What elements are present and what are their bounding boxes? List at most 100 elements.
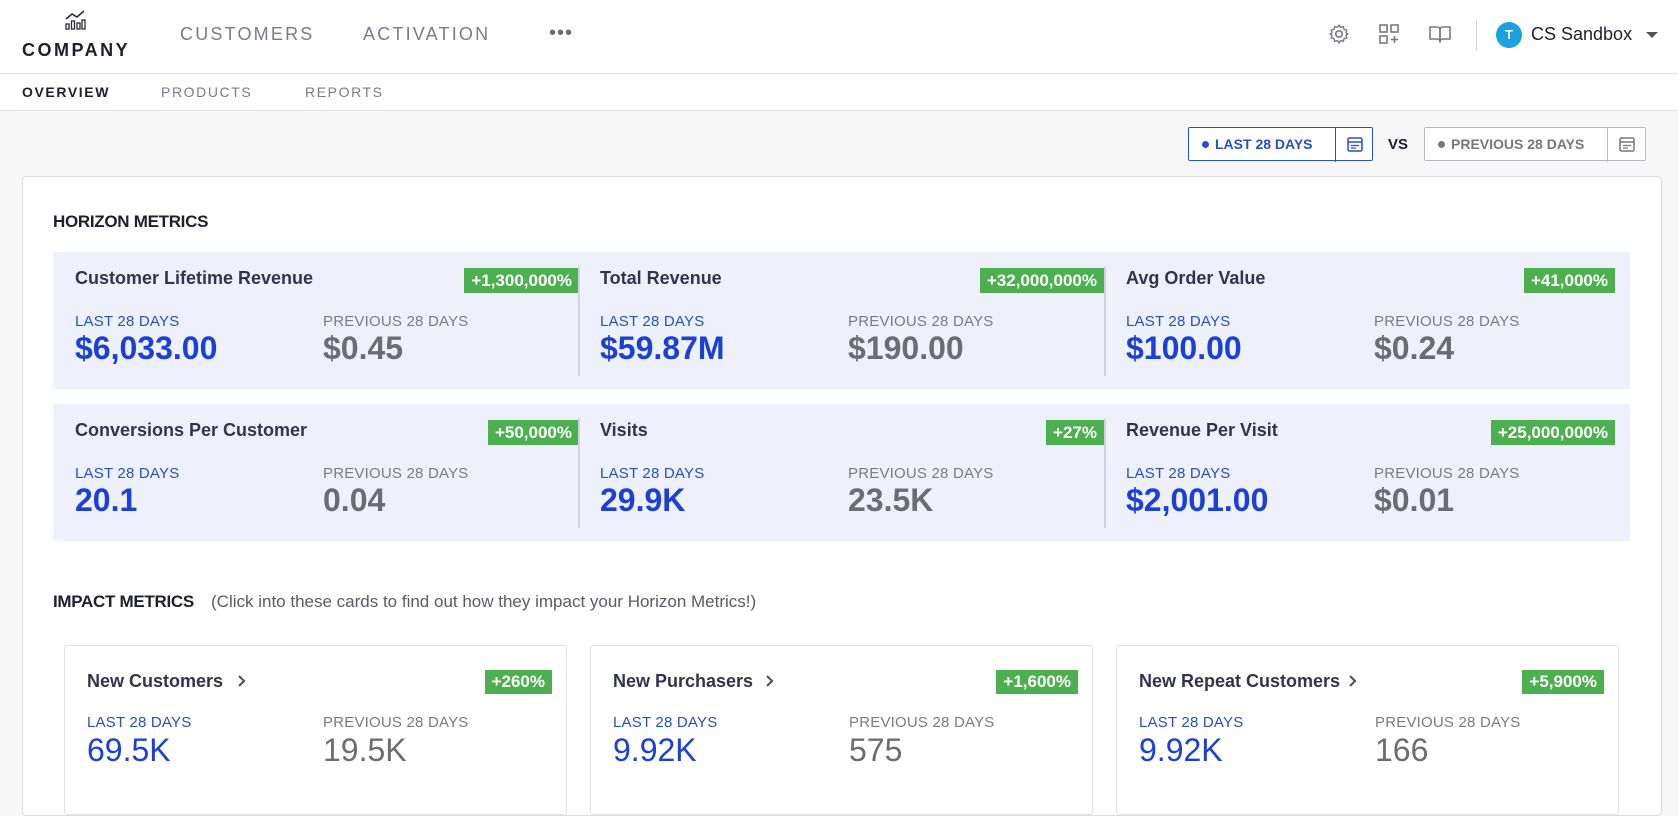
brand-name: COMPANY (22, 40, 131, 60)
metric-card: Conversions Per Customer +50,000% LAST 2… (53, 404, 579, 541)
chevron-right-icon (766, 675, 774, 687)
account-name: CS Sandbox (1531, 24, 1633, 44)
metric-card: Total Revenue +32,000,000% LAST 28 DAYS … (578, 252, 1104, 389)
current-period-label: LAST 28 DAYS (613, 714, 718, 731)
horizon-metrics-title: HORIZON METRICS (53, 212, 209, 231)
calendar-icon[interactable] (1608, 128, 1646, 162)
metric-name: Customer Lifetime Revenue (75, 268, 314, 288)
current-value: 9.92K (613, 732, 697, 768)
chevron-down-icon (1646, 32, 1658, 38)
previous-value: 166 (1375, 732, 1429, 768)
impact-card-new-customers[interactable]: New Customers +260% LAST 28 DAYS PREVIOU… (64, 645, 567, 815)
previous-value: 0.04 (323, 482, 386, 518)
comparison-date-range: PREVIOUS 28 DAYS (1424, 127, 1646, 162)
previous-period-label: PREVIOUS 28 DAYS (323, 465, 469, 482)
current-period-label: LAST 28 DAYS (75, 465, 180, 482)
previous-value: $0.24 (1374, 330, 1455, 366)
metric-name: New Repeat Customers (1139, 671, 1341, 691)
previous-period-label: PREVIOUS 28 DAYS (1375, 714, 1521, 731)
impact-metrics-hint: (Click into these cards to find out how … (211, 592, 757, 611)
previous-value: $0.45 (323, 330, 404, 366)
current-date-range-button[interactable]: LAST 28 DAYS (1189, 128, 1336, 162)
previous-period-label: PREVIOUS 28 DAYS (1374, 313, 1520, 330)
divider (1104, 418, 1106, 528)
metric-card: Visits +27% LAST 28 DAYS PREVIOUS 28 DAY… (578, 404, 1104, 541)
current-value: $59.87M (600, 330, 725, 366)
current-date-range: LAST 28 DAYS (1188, 127, 1374, 162)
previous-period-label: PREVIOUS 28 DAYS (1374, 465, 1520, 482)
previous-period-label: PREVIOUS 28 DAYS (323, 714, 469, 731)
metric-card: Customer Lifetime Revenue +1,300,000% LA… (53, 252, 579, 389)
metric-card: Avg Order Value +41,000% LAST 28 DAYS PR… (1104, 252, 1630, 389)
add-widget-icon[interactable] (1377, 22, 1401, 46)
current-value: 9.92K (1139, 732, 1223, 768)
chevron-right-icon (1349, 675, 1357, 687)
brand-logo[interactable]: COMPANY (22, 10, 132, 66)
series-dot-icon (1202, 141, 1209, 148)
previous-value: 575 (849, 732, 903, 768)
calendar-icon[interactable] (1336, 128, 1374, 162)
impact-metrics-title: IMPACT METRICS (53, 592, 194, 611)
chevron-right-icon (238, 675, 246, 687)
previous-value: 19.5K (323, 732, 407, 768)
previous-period-label: PREVIOUS 28 DAYS (848, 313, 994, 330)
nav-activation[interactable]: ACTIVATION (363, 24, 491, 44)
metric-name: Conversions Per Customer (75, 420, 308, 440)
previous-value: 23.5K (848, 482, 934, 518)
horizon-metrics-row: Conversions Per Customer +50,000% LAST 2… (53, 404, 1630, 541)
current-value: 29.9K (600, 482, 686, 518)
previous-period-label: PREVIOUS 28 DAYS (849, 714, 995, 731)
previous-value: $0.01 (1374, 482, 1455, 518)
change-badge: +41,000% (1523, 268, 1615, 293)
metric-name: New Customers (87, 671, 224, 691)
change-badge: +50,000% (487, 420, 579, 445)
gear-icon[interactable] (1327, 22, 1351, 46)
horizon-metrics-row: Customer Lifetime Revenue +1,300,000% LA… (53, 252, 1630, 389)
current-value: $100.00 (1126, 330, 1242, 366)
metric-name: Visits (600, 420, 648, 440)
current-value: 20.1 (75, 482, 138, 518)
top-navigation-bar: COMPANY CUSTOMERS ACTIVATION ••• T CS Sa… (0, 0, 1678, 74)
avatar: T (1496, 22, 1522, 48)
comparison-date-range-button[interactable]: PREVIOUS 28 DAYS (1425, 128, 1608, 162)
previous-period-label: PREVIOUS 28 DAYS (848, 465, 994, 482)
current-period-label: LAST 28 DAYS (600, 465, 705, 482)
change-badge: +27% (1046, 420, 1104, 445)
current-period-label: LAST 28 DAYS (87, 714, 192, 731)
series-dot-icon (1438, 141, 1445, 148)
impact-card-new-purchasers[interactable]: New Purchasers +1,600% LAST 28 DAYS PREV… (590, 645, 1093, 815)
divider (1104, 266, 1106, 376)
tab-overview[interactable]: OVERVIEW (22, 84, 111, 100)
previous-period-label: PREVIOUS 28 DAYS (323, 313, 469, 330)
metric-name: Avg Order Value (1126, 268, 1266, 288)
nav-customers[interactable]: CUSTOMERS (180, 24, 315, 44)
nav-more-menu-icon[interactable]: ••• (549, 22, 574, 44)
change-badge: +1,600% (996, 670, 1078, 694)
metric-name: Revenue Per Visit (1126, 420, 1278, 440)
vs-label: VS (1388, 136, 1409, 153)
sub-navigation: OVERVIEW PRODUCTS REPORTS (0, 74, 1678, 111)
change-badge: +5,900% (1522, 670, 1604, 694)
impact-card-new-repeat-customers[interactable]: New Repeat Customers +5,900% LAST 28 DAY… (1116, 645, 1619, 815)
current-period-label: LAST 28 DAYS (1139, 714, 1244, 731)
current-value: $6,033.00 (75, 330, 218, 366)
metric-card: Revenue Per Visit +25,000,000% LAST 28 D… (1104, 404, 1630, 541)
previous-value: $190.00 (848, 330, 964, 366)
toolbar-divider (1476, 20, 1477, 50)
tab-reports[interactable]: REPORTS (305, 84, 384, 100)
change-badge: +260% (484, 670, 552, 694)
current-value: 69.5K (87, 732, 171, 768)
divider (578, 266, 580, 376)
current-period-label: LAST 28 DAYS (1126, 313, 1231, 330)
current-value: $2,001.00 (1126, 482, 1269, 518)
current-date-range-label: LAST 28 DAYS (1215, 136, 1313, 152)
book-icon[interactable] (1428, 22, 1452, 46)
current-period-label: LAST 28 DAYS (600, 313, 705, 330)
metric-name: Total Revenue (600, 268, 722, 288)
bar-chart-trend-icon (65, 10, 86, 30)
current-period-label: LAST 28 DAYS (1126, 465, 1231, 482)
tab-products[interactable]: PRODUCTS (161, 84, 253, 100)
change-badge: +32,000,000% (979, 268, 1104, 293)
divider (578, 418, 580, 528)
metric-name: New Purchasers (613, 671, 754, 691)
